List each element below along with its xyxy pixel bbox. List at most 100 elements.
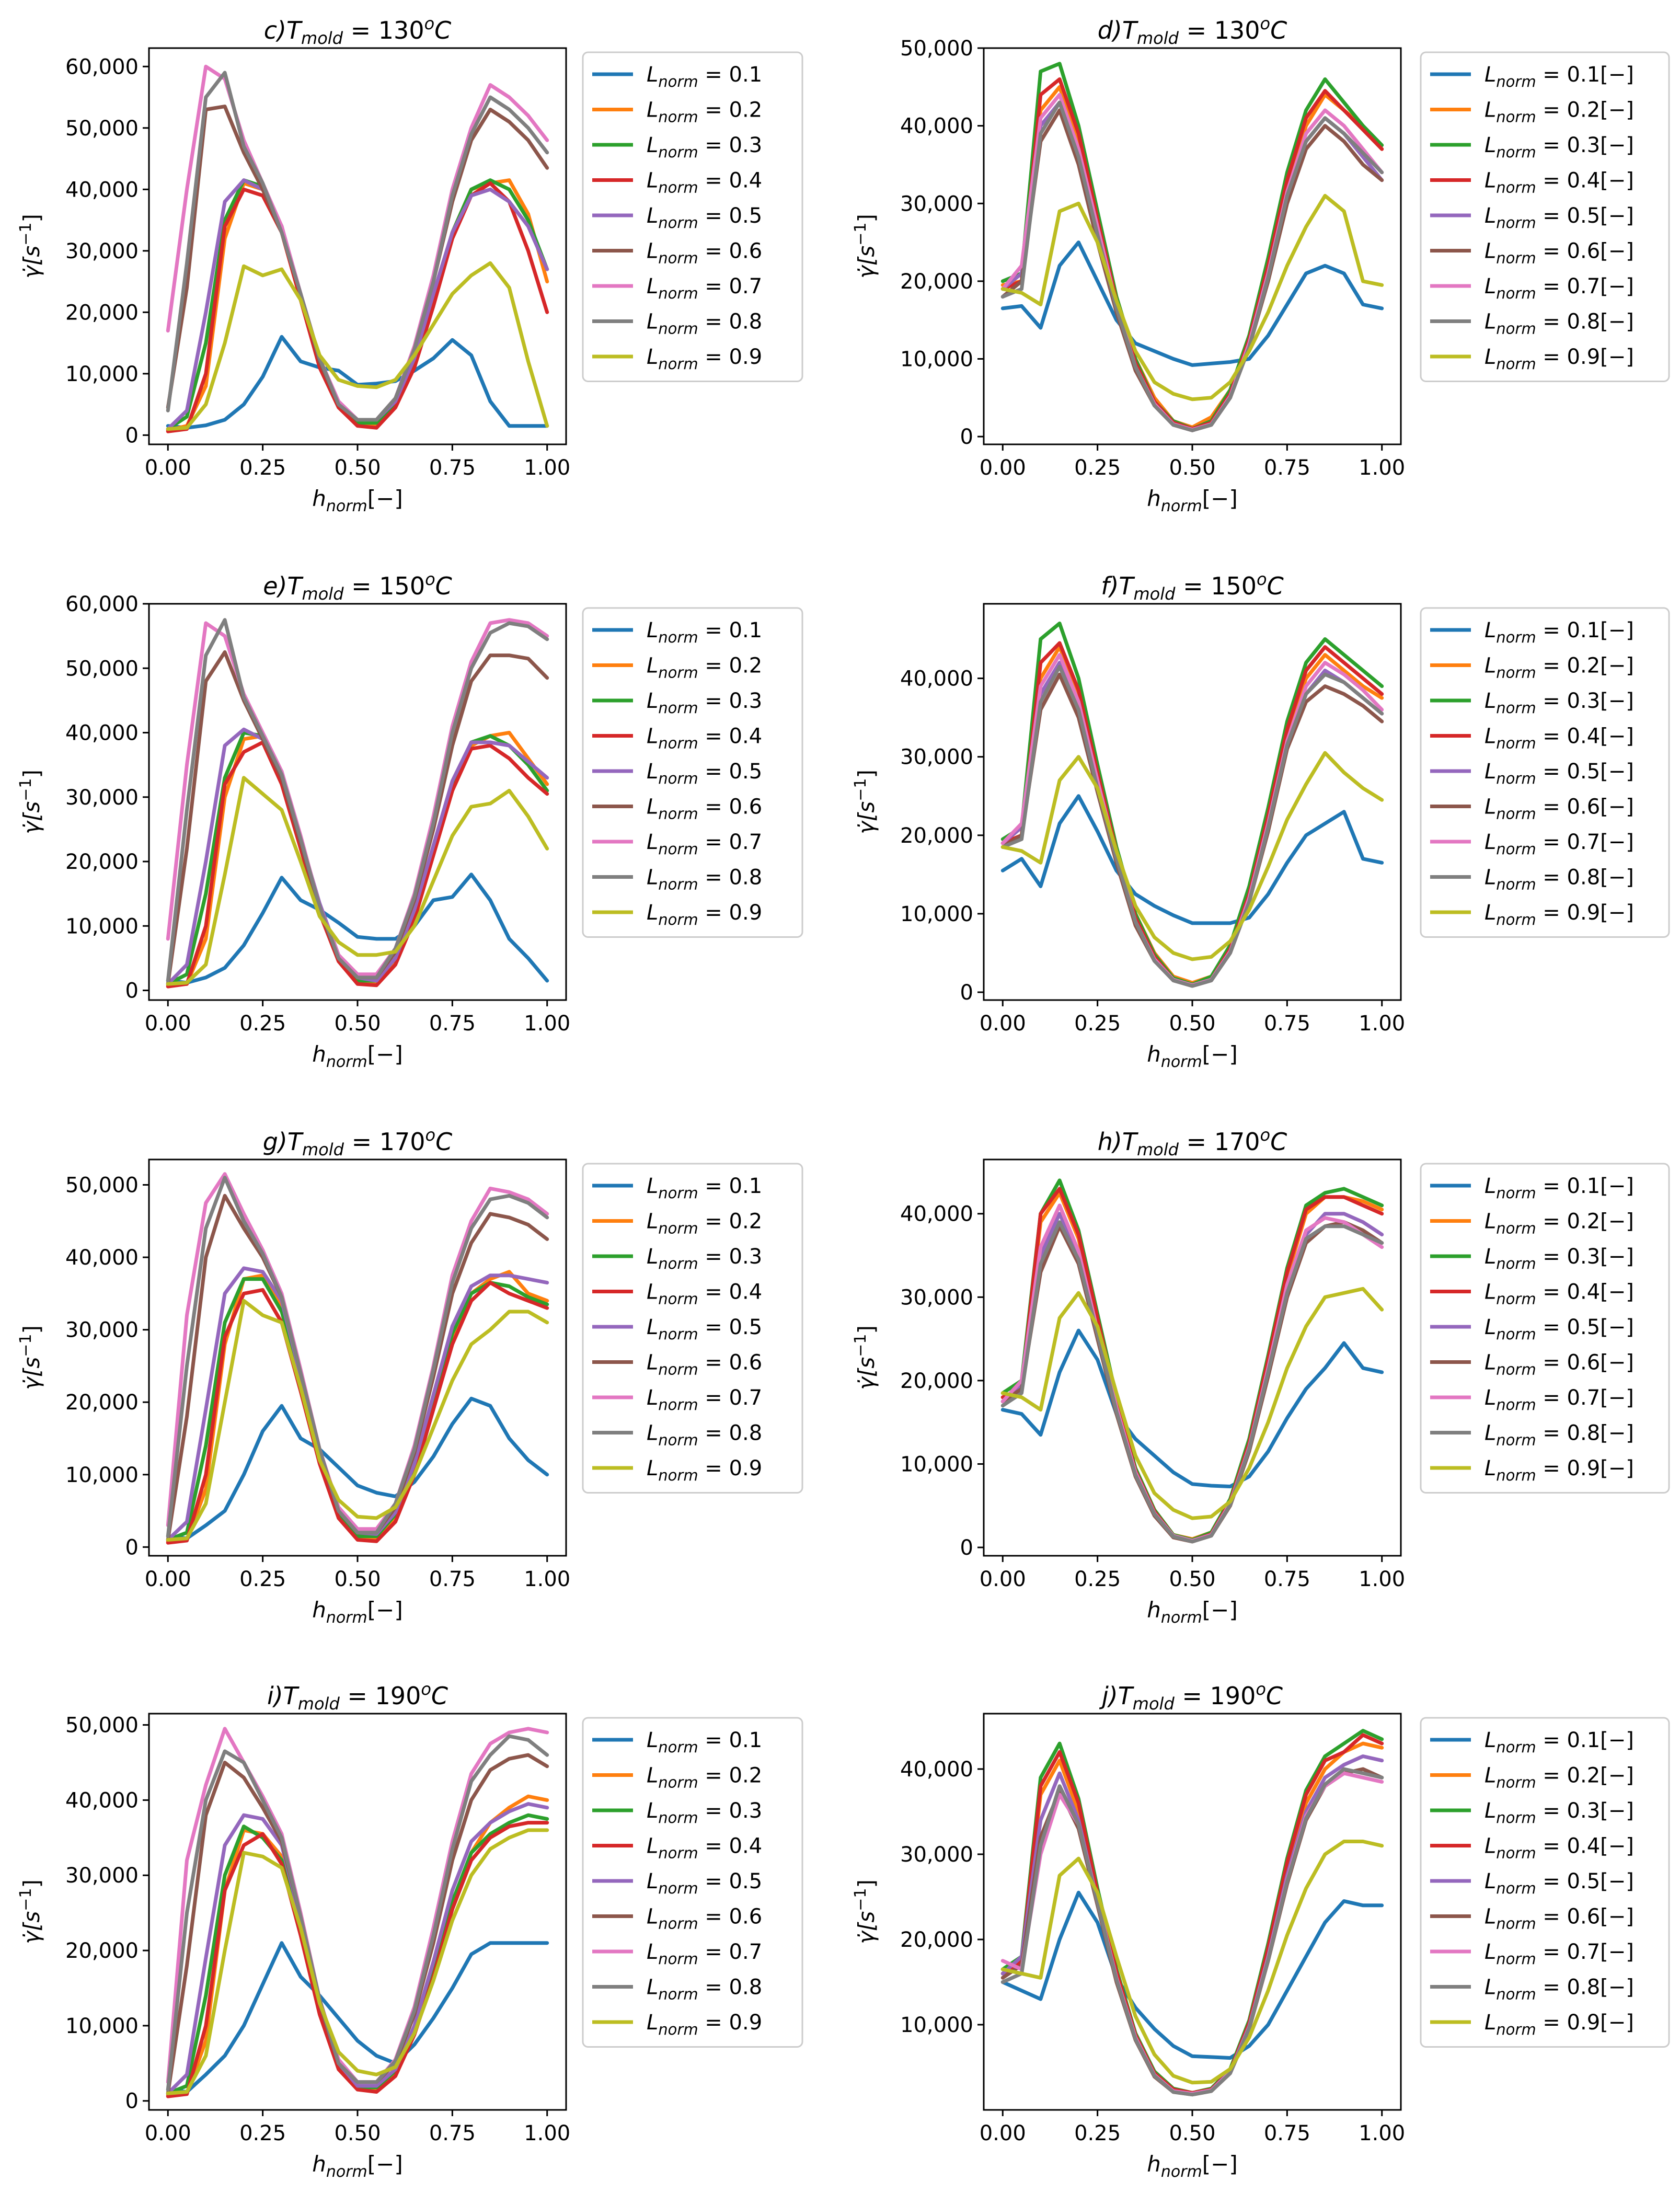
legend-label: Lnorm = 0.5[−] <box>1485 204 1634 232</box>
x-axis-label: hnorm[−] <box>312 486 403 515</box>
x-tick-label: 0.75 <box>1264 2121 1310 2145</box>
y-axis-label: γ̇[s−1] <box>17 770 44 834</box>
x-tick-label: 0.50 <box>334 2121 381 2145</box>
legend-label: Lnorm = 0.8[−] <box>1485 1421 1634 1449</box>
y-tick-label: 30,000 <box>900 1285 973 1310</box>
series-line-e-0.9 <box>166 776 549 986</box>
x-tick-label: 0.50 <box>334 1567 381 1591</box>
legend-label: Lnorm = 0.7 <box>647 1386 762 1414</box>
legend-label: Lnorm = 0.6 <box>647 239 762 267</box>
legend-item: Lnorm = 0.4 <box>592 169 762 197</box>
y-tick-label: 40,000 <box>65 178 139 202</box>
series-line-h-0.1 <box>1000 1328 1384 1488</box>
y-tick-label: 10,000 <box>65 362 139 386</box>
x-tick-label: 0.00 <box>145 456 191 480</box>
series-line-d-0.1 <box>1000 240 1384 367</box>
legend-item: Lnorm = 0.9[−] <box>1430 1456 1634 1484</box>
y-tick-label: 10,000 <box>65 2014 139 2038</box>
chart-panel-c: c)Tmold = 130oC 0 10,000 20,000 30,000 40,000… <box>17 14 803 515</box>
y-tick-label: 40,000 <box>900 114 973 139</box>
legend-label: Lnorm = 0.2 <box>647 654 762 682</box>
y-tick-label: 0 <box>125 2090 139 2114</box>
series-line-f-0.1 <box>1000 794 1384 925</box>
legend-label: Lnorm = 0.9 <box>647 345 762 373</box>
axes-frame <box>148 1158 567 1557</box>
legend-label: Lnorm = 0.8[−] <box>1485 1976 1634 2003</box>
x-tick-label: 0.25 <box>239 1567 286 1591</box>
legend-label: Lnorm = 0.9[−] <box>1485 345 1634 373</box>
series-line-e-0.6 <box>166 650 549 986</box>
legend-label: Lnorm = 0.2[−] <box>1485 1764 1634 1792</box>
x-tick-label: 0.00 <box>145 1567 191 1591</box>
x-tick-label: 0.00 <box>145 1012 191 1036</box>
legend-label: Lnorm = 0.1[−] <box>1485 1728 1634 1756</box>
axes-frame <box>983 1158 1402 1557</box>
legend-label: Lnorm = 0.4[−] <box>1485 1280 1634 1308</box>
legend-label: Lnorm = 0.3[−] <box>1485 689 1634 717</box>
legend-label: Lnorm = 0.7[−] <box>1485 274 1634 302</box>
legend-label: Lnorm = 0.5 <box>647 1869 762 1897</box>
series-line-d-0.9 <box>1000 193 1384 401</box>
chart-title: i)Tmold = 190oC <box>267 1679 448 1714</box>
legend-item: Lnorm = 0.4[−] <box>1430 1834 1634 1862</box>
series-line-i-0.1 <box>166 1941 549 2094</box>
legend-label: Lnorm = 0.3[−] <box>1485 1799 1634 1827</box>
series-line-d-0.8 <box>1000 100 1384 432</box>
y-tick-label: 50,000 <box>65 117 139 141</box>
y-tick-label: 10,000 <box>900 1452 973 1476</box>
legend-label: Lnorm = 0.8 <box>647 310 762 338</box>
x-tick-label: 0.75 <box>1264 1567 1310 1591</box>
legend-item: Lnorm = 0.5[−] <box>1430 760 1634 787</box>
legend-item: Lnorm = 0.2[−] <box>1430 1210 1634 1237</box>
legend-label: Lnorm = 0.3[−] <box>1485 133 1634 161</box>
legend-item: Lnorm = 0.9 <box>592 1456 762 1484</box>
legend-label: Lnorm = 0.7 <box>647 274 762 302</box>
series-line-j-0.7 <box>1000 1771 1384 2096</box>
legend-item: Lnorm = 0.5[−] <box>1430 204 1634 232</box>
x-axis-label: hnorm[−] <box>312 2151 403 2181</box>
legend-item: Lnorm = 0.1[−] <box>1430 63 1634 90</box>
y-tick-label: 0 <box>125 1535 139 1559</box>
legend-item: Lnorm = 0.7 <box>592 830 762 858</box>
x-tick-label: 0.00 <box>980 1567 1026 1591</box>
y-axis-label: γ̇[s−1] <box>851 770 879 834</box>
chart-title: j)Tmold = 190oC <box>1099 1679 1283 1714</box>
legend-label: Lnorm = 0.6 <box>647 1905 762 1933</box>
legend-item: Lnorm = 0.2[−] <box>1430 98 1634 126</box>
x-axis-label: hnorm[−] <box>1147 1597 1238 1627</box>
legend-label: Lnorm = 0.5[−] <box>1485 1315 1634 1343</box>
x-tick-label: 0.00 <box>980 456 1026 480</box>
x-tick-label: 0.50 <box>1169 2121 1215 2145</box>
series-line-e-0.3 <box>166 731 549 986</box>
y-tick-label: 20,000 <box>900 1928 973 1952</box>
legend-label: Lnorm = 0.3 <box>647 1245 762 1272</box>
y-tick-label: 30,000 <box>65 239 139 263</box>
legend-label: Lnorm = 0.6 <box>647 795 762 823</box>
legend-box <box>582 1717 803 2048</box>
series-line-e-0.4 <box>166 740 549 989</box>
legend-item: Lnorm = 0.5 <box>592 760 762 787</box>
chart-title: e)Tmold = 150oC <box>263 569 452 604</box>
legend-box <box>1420 607 1670 938</box>
legend-item: Lnorm = 0.2 <box>592 654 762 682</box>
legend-item: Lnorm = 0.3 <box>592 1799 762 1827</box>
x-tick-label: 0.25 <box>1074 2121 1121 2145</box>
legend-item: Lnorm = 0.5 <box>592 204 762 232</box>
legend-item: Lnorm = 0.9 <box>592 2011 762 2038</box>
x-tick-label: 0.00 <box>980 2121 1026 2145</box>
legend-label: Lnorm = 0.3[−] <box>1485 1245 1634 1272</box>
series-line-c-0.3 <box>166 178 549 431</box>
series-line-d-0.7 <box>1000 93 1384 432</box>
y-tick-label: 30,000 <box>65 786 139 810</box>
legend-label: Lnorm = 0.4 <box>647 1280 762 1308</box>
legend-label: Lnorm = 0.6[−] <box>1485 1905 1634 1933</box>
legend-label: Lnorm = 0.7 <box>647 830 762 858</box>
chart-panel-i: i)Tmold = 190oC 0 10,000 20,000 30,000 40,000… <box>17 1679 803 2181</box>
legend-item: Lnorm = 0.9[−] <box>1430 901 1634 928</box>
x-tick-label: 0.75 <box>1264 456 1310 480</box>
legend-item: Lnorm = 0.2 <box>592 1764 762 1792</box>
y-tick-label: 10,000 <box>65 1463 139 1487</box>
legend: Lnorm = 0.1[−] Lnorm = 0.2[−] Lnorm = 0.3[… <box>1420 607 1670 938</box>
legend-label: Lnorm = 0.2[−] <box>1485 1210 1634 1237</box>
